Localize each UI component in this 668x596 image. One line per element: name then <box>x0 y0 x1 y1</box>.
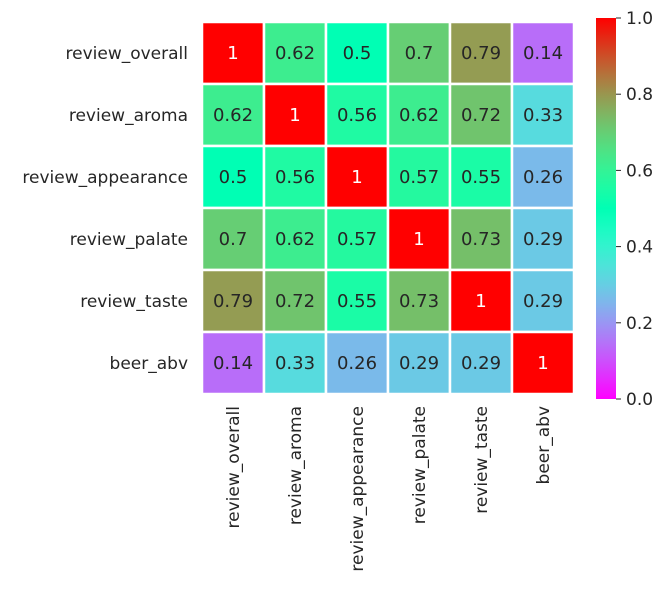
heatmap-cell <box>200 330 266 396</box>
heatmap-cell-value: 0.72 <box>275 291 315 312</box>
y-tick-label: review_aroma <box>69 106 188 126</box>
x-tick-label: review_taste <box>472 406 492 514</box>
heatmap-cell <box>510 82 576 148</box>
heatmap-cell-value: 0.79 <box>461 43 501 64</box>
heatmap-cell-value: 1 <box>351 167 362 188</box>
x-tick-label: review_aroma <box>286 406 306 525</box>
heatmap-cell <box>510 20 576 86</box>
heatmap-cell <box>386 206 452 272</box>
heatmap-cell-value: 0.62 <box>275 229 315 250</box>
heatmap-cell <box>448 144 514 210</box>
heatmap-cell <box>448 268 514 334</box>
colorbar-tick-label: 1.0 <box>626 9 653 29</box>
heatmap-cell-value: 0.56 <box>337 105 377 126</box>
heatmap-cell <box>386 144 452 210</box>
x-tick-label: beer_abv <box>534 406 554 484</box>
heatmap-cell-value: 0.14 <box>213 353 253 374</box>
heatmap-cell-value: 0.62 <box>399 105 439 126</box>
y-tick-label: review_appearance <box>22 168 188 188</box>
x-tick-label: review_palate <box>410 406 430 524</box>
heatmap-cell-value: 0.14 <box>523 43 563 64</box>
heatmap-cell-value: 0.72 <box>461 105 501 126</box>
heatmap-cell-value: 0.29 <box>523 291 563 312</box>
heatmap-cell <box>386 330 452 396</box>
heatmap-cell-value: 0.56 <box>275 167 315 188</box>
y-tick-label: beer_abv <box>110 354 188 374</box>
heatmap-cell-value: 0.73 <box>399 291 439 312</box>
heatmap-cell <box>262 144 328 210</box>
heatmap-cell-value: 0.57 <box>337 229 377 250</box>
heatmap-cell-value: 0.5 <box>219 167 248 188</box>
heatmap-cell-value: 0.57 <box>399 167 439 188</box>
y-tick-label: review_overall <box>66 44 189 64</box>
heatmap-cell-value: 0.62 <box>213 105 253 126</box>
heatmap-cell-value: 0.5 <box>343 43 372 64</box>
heatmap-cell-value: 0.55 <box>337 291 377 312</box>
heatmap-annotations: 1 0.62 0.5 0.7 0.79 0.14 0.62 1 0.56 0.62 0.72 0.33… <box>213 43 563 374</box>
heatmap-cell <box>324 268 390 334</box>
heatmap-cell <box>200 206 266 272</box>
heatmap-cell-value: 0.33 <box>275 353 315 374</box>
heatmap-cell-value: 0.26 <box>337 353 377 374</box>
heatmap-cell-value: 0.62 <box>275 43 315 64</box>
x-tick-label: review_overall <box>224 406 244 529</box>
heatmap-cell <box>510 206 576 272</box>
heatmap-cell-value: 1 <box>537 353 548 374</box>
y-axis-tick-labels: review_overall review_aroma review_appeara… <box>22 44 188 374</box>
heatmap-cell-value: 0.7 <box>405 43 434 64</box>
colorbar-tick-label: 0.4 <box>626 238 653 258</box>
colorbar-tick-label: 0.8 <box>626 85 653 105</box>
heatmap-cell-value: 1 <box>475 291 486 312</box>
colorbar-tick-label: 0.0 <box>626 390 653 410</box>
heatmap-cell <box>448 330 514 396</box>
heatmap-cell <box>324 206 390 272</box>
heatmap-cell <box>262 82 328 148</box>
heatmap-cell-value: 1 <box>289 105 300 126</box>
colorbar-tick-label: 0.6 <box>626 161 653 181</box>
heatmap-cell-value: 0.55 <box>461 167 501 188</box>
heatmap-cell-value: 0.29 <box>523 229 563 250</box>
heatmap-cells <box>200 20 576 396</box>
heatmap-cell-value: 0.79 <box>213 291 253 312</box>
heatmap-cell-value: 0.29 <box>399 353 439 374</box>
colorbar-tick-label: 0.2 <box>626 314 653 334</box>
heatmap-cell <box>448 206 514 272</box>
heatmap-cell <box>386 82 452 148</box>
heatmap-cell-value: 0.73 <box>461 229 501 250</box>
heatmap-cell <box>510 268 576 334</box>
heatmap-cell-value: 0.33 <box>523 105 563 126</box>
heatmap-cell-value: 1 <box>413 229 424 250</box>
heatmap-cell-value: 0.7 <box>219 229 248 250</box>
heatmap-cell-value: 1 <box>227 43 238 64</box>
x-axis-tick-labels: review_overall review_aroma review_appeara… <box>224 406 554 572</box>
colorbar-gradient <box>596 18 616 399</box>
heatmap-cell-value: 0.29 <box>461 353 501 374</box>
heatmap-cell <box>262 206 328 272</box>
y-tick-label: review_palate <box>70 230 188 250</box>
colorbar: 0.0 0.2 0.4 0.6 0.8 1.0 <box>596 9 653 410</box>
heatmap-cell-value: 0.26 <box>523 167 563 188</box>
y-tick-label: review_taste <box>80 292 188 312</box>
heatmap-cell <box>510 330 576 396</box>
x-tick-label: review_appearance <box>348 406 368 572</box>
